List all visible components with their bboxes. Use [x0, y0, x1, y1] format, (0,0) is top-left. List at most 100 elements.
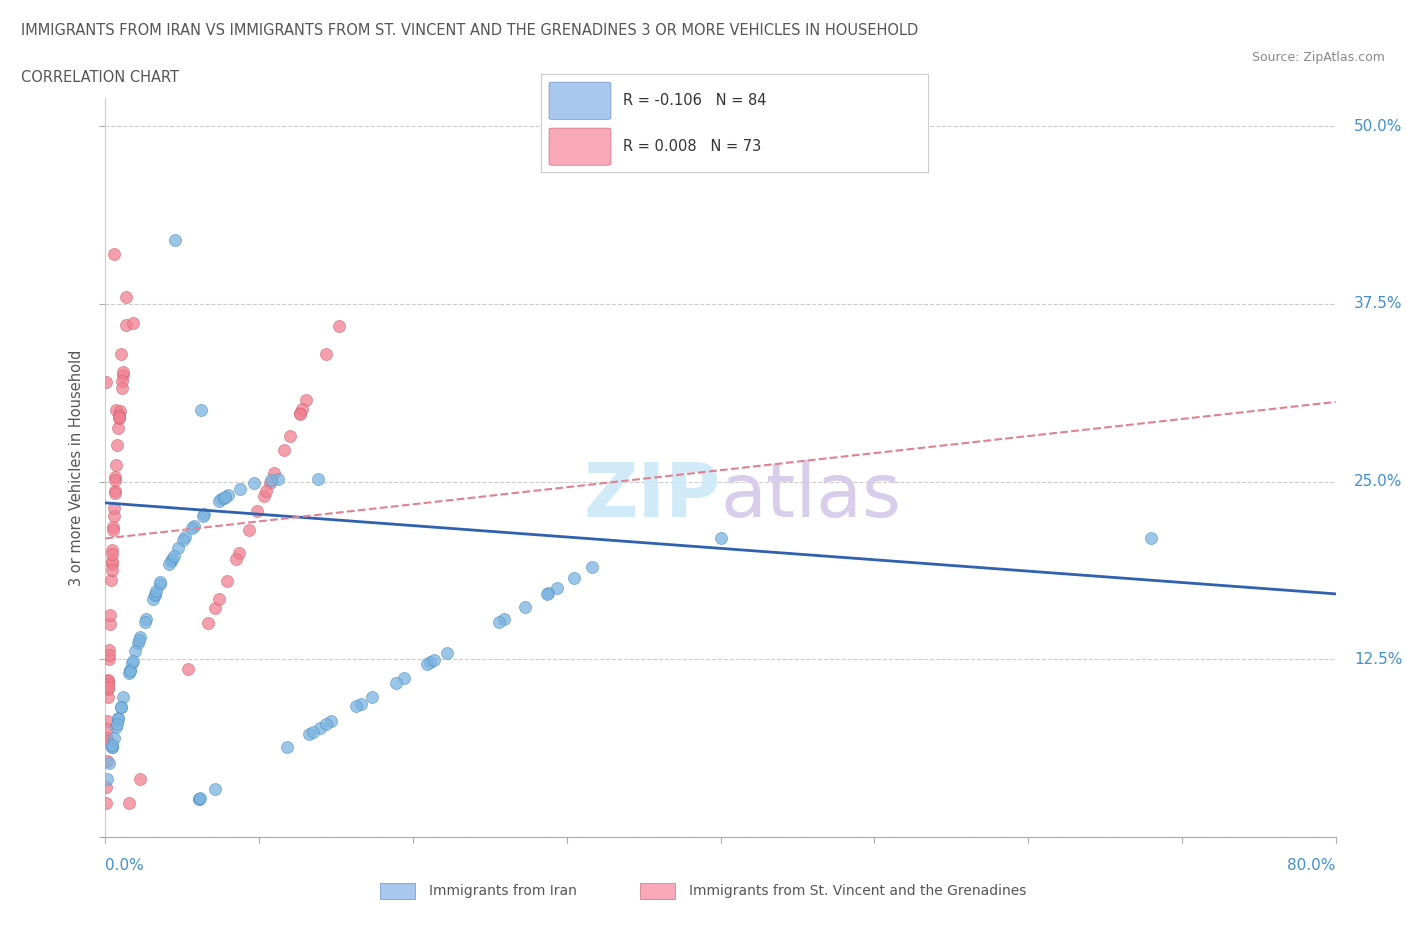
Point	[96, 375, 118, 390]
Point	[104, 458, 127, 472]
Point	[416, 657, 439, 671]
Point	[181, 520, 204, 535]
Point	[419, 655, 441, 670]
Point	[217, 488, 239, 503]
Point	[129, 771, 152, 786]
Point	[267, 472, 290, 486]
Text: 37.5%: 37.5%	[1354, 297, 1403, 312]
Point	[118, 665, 141, 680]
Point	[107, 711, 129, 726]
Point	[172, 533, 194, 548]
Text: 50.0%: 50.0%	[1354, 119, 1403, 134]
Point	[546, 580, 568, 595]
Point	[104, 484, 127, 498]
Point	[105, 720, 128, 735]
Point	[98, 607, 121, 622]
Point	[107, 711, 129, 725]
Point	[204, 601, 226, 616]
Point	[103, 509, 125, 524]
Point	[129, 630, 152, 644]
Point	[111, 374, 134, 389]
Text: IMMIGRANTS FROM IRAN VS IMMIGRANTS FROM ST. VINCENT AND THE GRENADINES 3 OR MORE: IMMIGRANTS FROM IRAN VS IMMIGRANTS FROM …	[21, 23, 918, 38]
Text: Immigrants from Iran: Immigrants from Iran	[429, 884, 576, 898]
Point	[315, 716, 337, 731]
Point	[290, 405, 312, 420]
Point	[225, 551, 247, 566]
Text: Immigrants from St. Vincent and the Grenadines: Immigrants from St. Vincent and the Gren…	[689, 884, 1026, 898]
Point	[344, 699, 367, 714]
Text: 25.0%: 25.0%	[1354, 474, 1403, 489]
Point	[111, 368, 134, 383]
Point	[536, 587, 558, 602]
Point	[108, 410, 131, 425]
Point	[134, 615, 156, 630]
Point	[97, 680, 120, 695]
Point	[100, 573, 122, 588]
Point	[319, 713, 342, 728]
Point	[188, 790, 211, 805]
Point	[183, 518, 205, 533]
Point	[228, 545, 250, 560]
Text: Source: ZipAtlas.com: Source: ZipAtlas.com	[1251, 51, 1385, 64]
Point	[259, 475, 281, 490]
Point	[96, 796, 118, 811]
Point	[167, 540, 190, 555]
Point	[112, 690, 135, 705]
Point	[273, 443, 295, 458]
Point	[243, 476, 266, 491]
Point	[118, 796, 141, 811]
Point	[564, 570, 586, 585]
Text: 12.5%: 12.5%	[1354, 652, 1403, 667]
Point	[190, 403, 212, 418]
Point	[1140, 531, 1163, 546]
Point	[110, 699, 132, 714]
Point	[97, 677, 120, 692]
Point	[97, 674, 120, 689]
Point	[96, 780, 118, 795]
Point	[492, 612, 515, 627]
Point	[177, 662, 200, 677]
Point	[163, 232, 186, 247]
Point	[97, 672, 120, 687]
Point	[105, 717, 128, 732]
Point	[121, 653, 143, 668]
Point	[328, 318, 350, 333]
Point	[100, 563, 122, 578]
Point	[107, 420, 129, 435]
Point	[101, 522, 124, 537]
Point	[108, 409, 131, 424]
Point	[208, 591, 231, 606]
Point	[110, 346, 132, 361]
Point	[197, 616, 219, 631]
FancyBboxPatch shape	[548, 128, 612, 166]
Point	[263, 466, 285, 481]
Text: 80.0%: 80.0%	[1288, 858, 1336, 873]
Point	[278, 429, 301, 444]
Text: atlas: atlas	[721, 460, 901, 534]
Point	[214, 490, 236, 505]
Point	[104, 473, 127, 488]
Point	[208, 494, 231, 509]
Point	[360, 689, 382, 704]
Point	[238, 523, 260, 538]
Point	[209, 492, 232, 507]
Point	[256, 484, 278, 498]
Point	[105, 403, 128, 418]
Point	[103, 485, 125, 500]
Point	[193, 507, 215, 522]
Point	[108, 404, 131, 418]
Point	[101, 739, 124, 754]
Point	[124, 644, 146, 658]
Point	[120, 662, 142, 677]
Point	[191, 508, 214, 523]
Point	[384, 675, 406, 690]
Point	[581, 560, 603, 575]
Point	[103, 500, 125, 515]
Point	[260, 472, 283, 487]
Point	[118, 664, 141, 679]
Point	[96, 713, 118, 728]
Point	[96, 730, 118, 745]
FancyBboxPatch shape	[548, 82, 612, 119]
Point	[100, 556, 122, 571]
Point	[115, 318, 138, 333]
